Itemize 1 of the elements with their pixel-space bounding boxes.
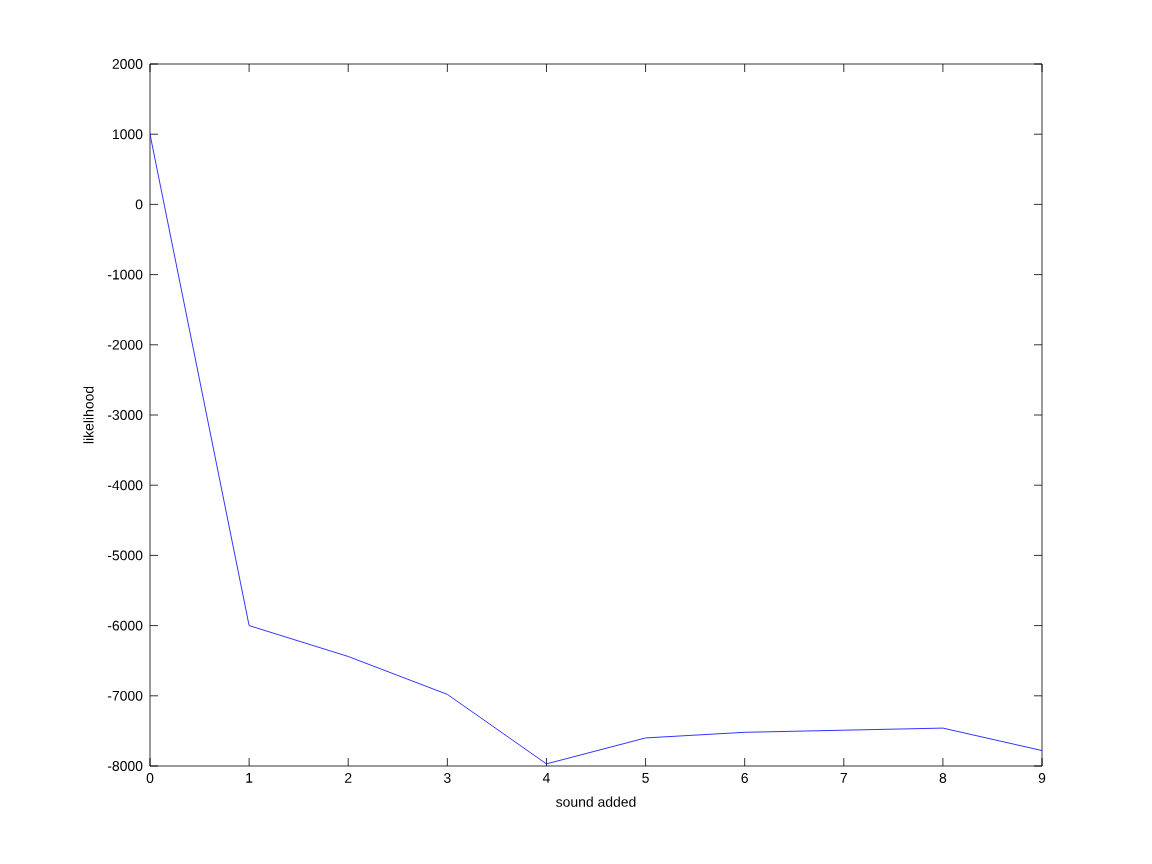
- line-series: [150, 133, 1043, 765]
